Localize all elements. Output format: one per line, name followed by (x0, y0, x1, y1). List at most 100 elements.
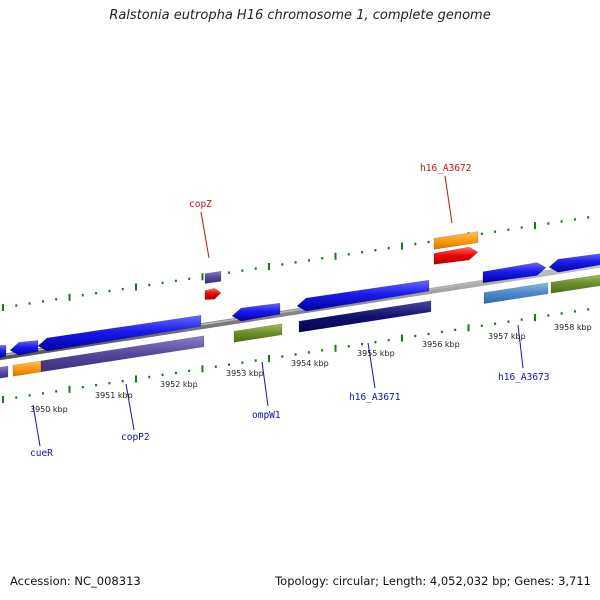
tick-mark (573, 218, 576, 221)
tick-mark (361, 251, 364, 254)
tick-mark (28, 394, 31, 397)
gene-arrow (37, 315, 202, 352)
gene-arrow (296, 279, 430, 312)
tick-mark (520, 318, 523, 321)
tick-mark (587, 216, 590, 219)
gene-leader-line (367, 342, 376, 389)
tick-mark (28, 302, 31, 305)
tick-mark (480, 324, 483, 327)
tick-mark (254, 359, 257, 362)
gene-box (0, 365, 9, 379)
tick-mark (520, 226, 523, 229)
gene-leader-line (517, 324, 524, 369)
tick-mark (294, 353, 297, 356)
tick-mark (188, 369, 191, 372)
gene-arrow (548, 253, 600, 273)
tick-mark (161, 373, 164, 377)
tick-mark (401, 334, 403, 342)
tick-mark (281, 355, 284, 358)
tick-mark (148, 375, 151, 379)
tick-mark (347, 253, 350, 256)
kbp-label: 3950 kbp (30, 405, 68, 414)
gene-box (298, 300, 432, 333)
tick-mark (201, 365, 204, 373)
tick-mark (560, 312, 563, 315)
tick-mark (81, 294, 84, 297)
tick-mark (414, 334, 417, 338)
tick-mark (135, 283, 137, 291)
tick-mark (374, 249, 377, 252)
tick-mark (361, 343, 364, 346)
gene-label-copp2[interactable]: copP2 (121, 432, 150, 443)
tick-mark (174, 371, 177, 375)
tick-mark (547, 314, 550, 317)
tick-mark (15, 304, 18, 307)
tick-mark (68, 385, 71, 393)
tick-mark (241, 269, 244, 272)
tick-mark (494, 322, 497, 325)
tick-mark (228, 363, 231, 366)
kbp-label: 3957 kbp (488, 332, 526, 341)
tick-mark (15, 396, 18, 399)
tick-mark (494, 230, 497, 233)
tick-mark (188, 277, 191, 280)
kbp-label: 3958 kbp (554, 323, 592, 332)
gene-label-cuer[interactable]: cueR (30, 448, 53, 459)
tick-mark (214, 365, 217, 368)
tick-mark (241, 361, 244, 364)
tick-mark (95, 384, 98, 387)
tick-mark (427, 240, 430, 244)
kbp-label: 3951 kbp (95, 391, 133, 400)
tick-mark (440, 330, 443, 334)
gene-arrow (0, 345, 7, 359)
gene-leader-line (261, 361, 269, 407)
tick-mark (2, 304, 4, 311)
tick-mark (55, 390, 58, 393)
kbp-label: 3954 kbp (291, 359, 329, 368)
gene-arrow (482, 262, 547, 284)
gene-label-h16_a3672[interactable]: h16_A3672 (420, 163, 471, 174)
tick-mark (414, 242, 417, 246)
tick-mark (281, 263, 284, 266)
gene-box (204, 270, 222, 284)
gene-box (433, 231, 479, 250)
tick-mark (41, 300, 44, 303)
gene-leader-line (444, 175, 453, 224)
gene-label-h16_a3671[interactable]: h16_A3671 (349, 392, 401, 403)
gene-box (233, 323, 283, 343)
gene-arrow (433, 246, 479, 265)
tick-mark (307, 259, 310, 262)
gene-leader-line (125, 383, 135, 431)
tick-mark (55, 298, 58, 301)
topology-text: Topology: circular; Length: 4,052,032 bp… (275, 574, 591, 588)
tick-mark (108, 381, 111, 385)
tick-mark (387, 246, 390, 250)
page-title: Ralstonia eutropha H16 chromosome 1, com… (109, 8, 491, 23)
tick-mark (121, 287, 124, 291)
accession-text: Accession: NC_008313 (10, 574, 141, 588)
gene-leader-line (200, 211, 210, 259)
tick-mark (573, 310, 576, 313)
tick-mark (547, 222, 550, 225)
kbp-label: 3955 kbp (357, 349, 395, 358)
tick-mark (560, 220, 563, 223)
lower-tick-track (2, 308, 590, 403)
gene-label-copz[interactable]: copZ (189, 199, 212, 210)
tick-mark (294, 261, 297, 264)
tick-mark (334, 252, 337, 260)
tick-mark (174, 279, 177, 283)
tick-mark (254, 267, 257, 270)
gene-arrow (204, 287, 222, 300)
tick-mark (81, 386, 84, 389)
tick-mark (268, 263, 270, 270)
tick-mark (587, 308, 590, 311)
tick-mark (347, 345, 350, 348)
tick-mark (334, 344, 337, 352)
gene-label-h16_a3673[interactable]: h16_A3673 (498, 372, 549, 383)
tick-mark (148, 283, 151, 287)
gene-label-ompw1[interactable]: ompW1 (252, 410, 281, 421)
tick-mark (534, 222, 536, 230)
tick-mark (135, 375, 137, 383)
tick-mark (161, 281, 164, 285)
tick-mark (95, 292, 98, 295)
